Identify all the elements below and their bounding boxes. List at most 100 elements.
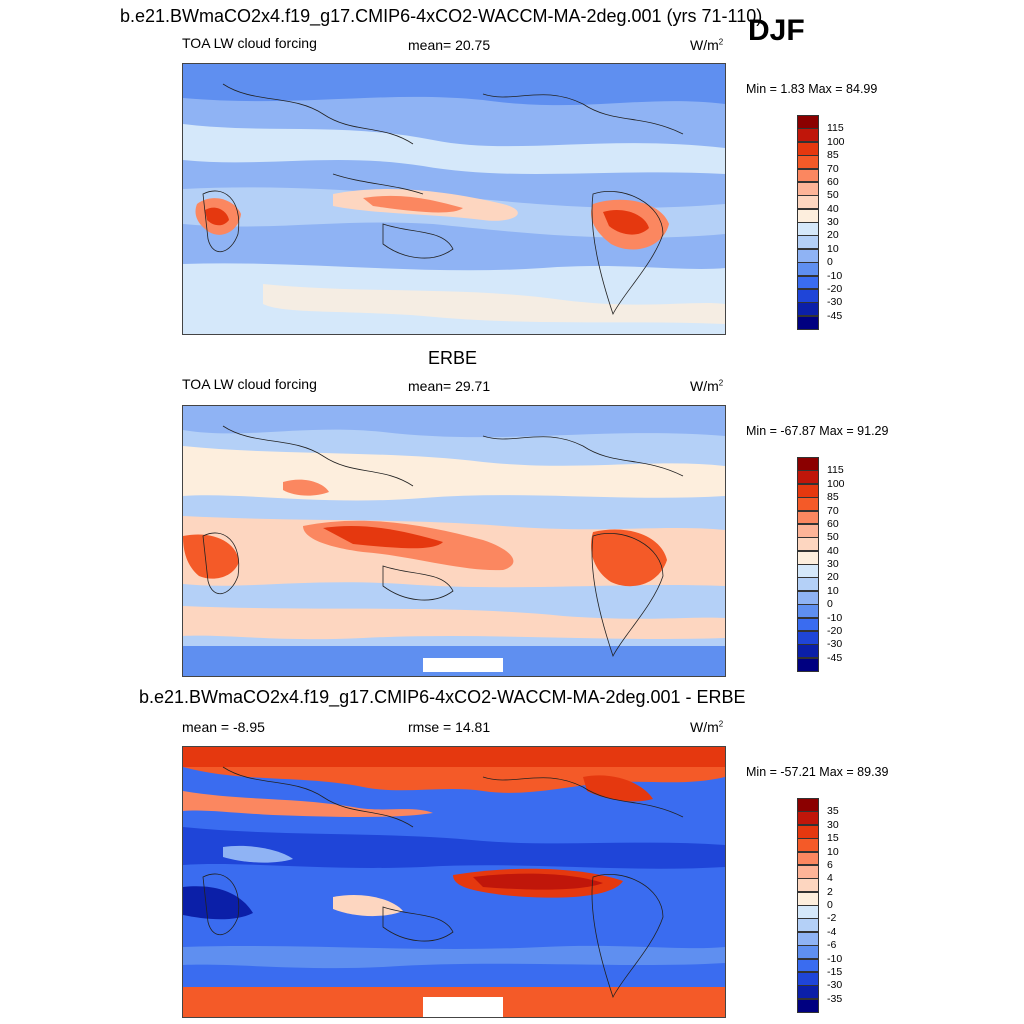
colorbar-swatch — [797, 483, 819, 498]
colorbar-swatch — [797, 985, 819, 1000]
panel1-variable: TOA LW cloud forcing — [182, 35, 317, 51]
colorbar-label: 60 — [827, 175, 839, 188]
colorbar-label: 85 — [827, 491, 839, 504]
colorbar-swatch — [797, 288, 819, 303]
colorbar-label: 0 — [827, 256, 833, 269]
colorbar-label: 0 — [827, 899, 833, 911]
colorbar-swatch — [797, 617, 819, 632]
colorbar-swatch — [797, 208, 819, 223]
panel2-minmax: Min = -67.87 Max = 91.29 — [746, 424, 889, 438]
season-label: DJF — [748, 14, 805, 47]
colorbar-label: -30 — [827, 638, 843, 651]
colorbar-label: 20 — [827, 229, 839, 242]
colorbar-label: 60 — [827, 517, 839, 530]
colorbar-swatch — [797, 811, 819, 826]
colorbar-label: 100 — [827, 477, 845, 490]
colorbar-swatch — [797, 497, 819, 511]
panel2-title: ERBE — [428, 348, 478, 368]
colorbar-swatch — [797, 115, 819, 129]
colorbar-swatch — [797, 275, 819, 290]
panel3-units: W/m2 — [690, 719, 724, 735]
colorbar-swatch — [797, 181, 819, 196]
colorbar-label: 115 — [827, 122, 844, 135]
colorbar-swatch — [797, 998, 819, 1013]
panel3-map-svg — [183, 747, 725, 1017]
colorbar-swatch — [797, 315, 819, 330]
colorbar-swatch — [797, 523, 819, 538]
colorbar-swatch — [797, 824, 819, 839]
colorbar-swatch — [797, 918, 819, 933]
colorbar-label: 70 — [827, 162, 839, 175]
colorbar-swatch — [797, 470, 819, 485]
colorbar-label: -15 — [827, 965, 843, 978]
colorbar-label: 30 — [827, 558, 839, 570]
colorbar-swatch — [797, 798, 819, 812]
colorbar-swatch — [797, 878, 819, 893]
panel2-map — [182, 405, 726, 677]
colorbar-label: -45 — [827, 309, 843, 322]
colorbar-label: 50 — [827, 531, 839, 544]
colorbar-label: 4 — [827, 872, 833, 885]
colorbar-label: 15 — [827, 832, 839, 845]
colorbar-label: 30 — [827, 216, 839, 228]
colorbar-swatch — [797, 564, 819, 578]
colorbar-swatch — [797, 302, 819, 317]
colorbar-label: -30 — [827, 296, 843, 309]
panel2-map-svg — [183, 406, 725, 676]
colorbar-swatch — [797, 931, 819, 946]
colorbar-label: 40 — [827, 202, 839, 215]
panel1-units: W/m2 — [690, 37, 724, 53]
colorbar-swatch — [797, 577, 819, 592]
colorbar-label: -45 — [827, 651, 843, 664]
colorbar-label: 20 — [827, 571, 839, 584]
colorbar-swatch — [797, 958, 819, 973]
colorbar-label: -20 — [827, 282, 843, 295]
colorbar-label: 100 — [827, 135, 845, 148]
colorbar-label: -10 — [827, 269, 843, 282]
colorbar-label: 0 — [827, 598, 833, 611]
colorbar-swatch — [797, 248, 819, 263]
colorbar-swatch — [797, 851, 819, 866]
colorbar-label: -10 — [827, 611, 843, 624]
panel2-mean: mean= 29.71 — [408, 378, 491, 394]
panel3-map — [182, 746, 726, 1018]
colorbar-swatch — [797, 657, 819, 672]
colorbar-swatch — [797, 604, 819, 618]
colorbar-swatch — [797, 537, 819, 552]
colorbar-label: 115 — [827, 464, 844, 477]
colorbar-label: 40 — [827, 544, 839, 557]
panel2-units: W/m2 — [690, 378, 724, 394]
colorbar-label: -4 — [827, 925, 837, 938]
colorbar-swatch — [797, 644, 819, 659]
colorbar-swatch — [797, 590, 819, 605]
panel2-colorbar: 115 100 85 70 60 50 40 30 20 10 0 -10 -20 -30 -45 — [797, 457, 845, 672]
colorbar-label: -35 — [827, 992, 843, 1005]
colorbar-swatch — [797, 262, 819, 276]
panel3-colorbar: 35 30 15 10 6 4 2 0 -2 -4 -6 -10 -15 -30 -35 — [797, 798, 842, 1013]
panel3-mean: mean = -8.95 — [182, 719, 265, 735]
panel1-map — [182, 63, 726, 335]
colorbar-swatch — [797, 550, 819, 565]
colorbar-label: 50 — [827, 189, 839, 202]
panel1-map-svg — [183, 64, 725, 334]
colorbar-swatch — [797, 457, 819, 471]
colorbar-swatch — [797, 945, 819, 959]
colorbar-swatch — [797, 891, 819, 906]
colorbar-label: 85 — [827, 149, 839, 162]
colorbar-swatch — [797, 905, 819, 919]
panel1-colorbar: 115 100 85 70 60 50 40 30 20 10 0 -10 -20 -30 -45 — [797, 115, 845, 330]
colorbar-label: -2 — [827, 912, 837, 925]
colorbar-swatch — [797, 630, 819, 645]
colorbar-swatch — [797, 195, 819, 210]
colorbar-label: 10 — [827, 845, 839, 858]
colorbar-label: 30 — [827, 818, 839, 831]
panel2-variable: TOA LW cloud forcing — [182, 376, 317, 392]
colorbar-swatch — [797, 168, 819, 183]
colorbar-swatch — [797, 510, 819, 525]
colorbar-swatch — [797, 864, 819, 879]
colorbar-label: -20 — [827, 624, 843, 637]
colorbar-swatch — [797, 971, 819, 986]
colorbar-label: 10 — [827, 584, 839, 597]
colorbar-label: -30 — [827, 979, 843, 992]
colorbar-label: 2 — [827, 885, 833, 898]
